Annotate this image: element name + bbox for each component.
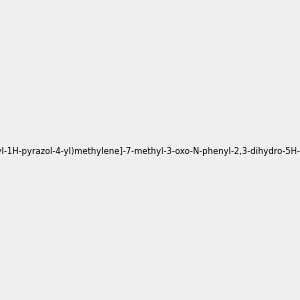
Text: 5-(4-chlorophenyl)-2-[(3,5-dimethyl-1-phenyl-1H-pyrazol-4-yl)methylene]-7-methyl: 5-(4-chlorophenyl)-2-[(3,5-dimethyl-1-ph… xyxy=(0,147,300,156)
